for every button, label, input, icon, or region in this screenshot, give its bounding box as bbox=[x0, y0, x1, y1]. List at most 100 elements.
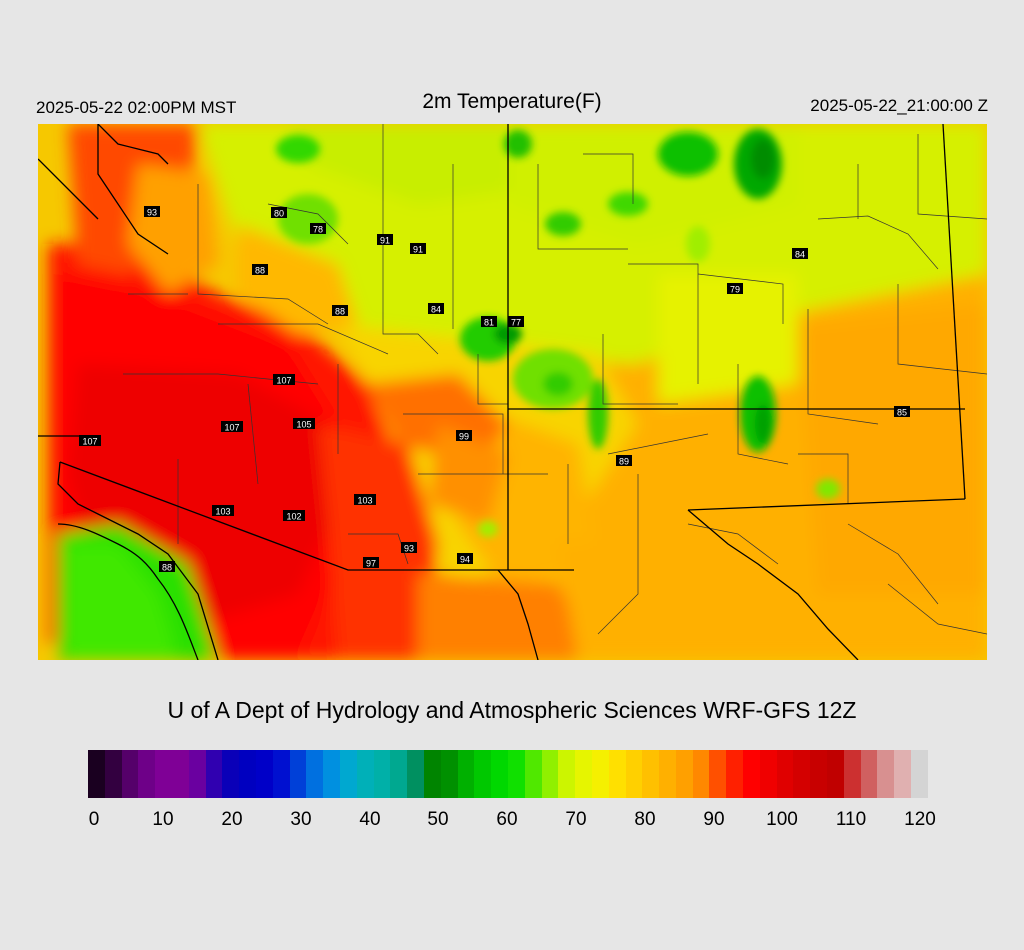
colorbar-segment bbox=[776, 750, 794, 798]
station-value-box bbox=[457, 553, 473, 564]
station-value-box bbox=[727, 283, 743, 294]
station-value: 84 bbox=[428, 303, 444, 315]
colorbar-segment bbox=[457, 750, 475, 798]
station-value-label: 93 bbox=[404, 544, 414, 554]
colorbar-segment bbox=[205, 750, 223, 798]
station-value-box bbox=[456, 430, 472, 441]
colorbar-segment bbox=[272, 750, 290, 798]
station-value: 88 bbox=[159, 561, 175, 573]
station-value-box bbox=[252, 264, 268, 275]
station-value-box bbox=[377, 234, 393, 245]
colorbar-segment bbox=[440, 750, 458, 798]
station-value-box bbox=[481, 316, 497, 327]
station-value-label: 103 bbox=[215, 507, 230, 517]
colorbar-tick-label: 120 bbox=[904, 809, 936, 830]
station-value-label: 97 bbox=[366, 559, 376, 569]
colorbar-segment bbox=[759, 750, 777, 798]
colorbar-segment bbox=[675, 750, 693, 798]
colorbar-segment bbox=[188, 750, 206, 798]
station-value-box bbox=[410, 243, 426, 254]
colorbar-segment bbox=[155, 750, 172, 798]
station-value-box bbox=[508, 316, 524, 327]
station-value: 80 bbox=[271, 207, 287, 219]
station-value-box bbox=[212, 505, 234, 516]
station-value-label: 88 bbox=[335, 307, 345, 317]
station-value: 78 bbox=[310, 223, 326, 235]
colorbar-segment bbox=[339, 750, 357, 798]
station-value-label: 88 bbox=[162, 563, 172, 573]
station-value-box bbox=[144, 206, 160, 217]
colorbar-tick-label: 70 bbox=[565, 809, 587, 830]
station-value-label: 85 bbox=[897, 408, 907, 418]
colorbar-segment bbox=[138, 750, 156, 798]
colorbar-segment bbox=[894, 750, 912, 798]
colorbar-segment bbox=[810, 750, 828, 798]
station-value-box bbox=[79, 435, 101, 446]
station-value-label: 91 bbox=[380, 236, 390, 246]
colorbar-segment bbox=[793, 750, 811, 798]
valid-time-local: 2025-05-22 02:00PM MST bbox=[36, 98, 237, 117]
station-value-label: 107 bbox=[276, 376, 291, 386]
colorbar-segment bbox=[356, 750, 374, 798]
station-value-label: 80 bbox=[274, 209, 284, 219]
station-value-box bbox=[792, 248, 808, 259]
colorbar-segment bbox=[239, 750, 256, 798]
station-value-label: 107 bbox=[82, 437, 97, 447]
colorbar-tick-label: 110 bbox=[835, 809, 867, 830]
station-value: 107 bbox=[79, 435, 101, 447]
station-value-box bbox=[283, 510, 305, 521]
state-borders bbox=[38, 124, 966, 660]
valid-time-utc: 2025-05-22_21:00:00 Z bbox=[810, 96, 988, 115]
colorbar-tick-label: 50 bbox=[427, 809, 449, 830]
station-value-label: 78 bbox=[313, 225, 323, 235]
colorbar-segment bbox=[827, 750, 844, 798]
station-value-label: 102 bbox=[286, 512, 301, 522]
station-value-box bbox=[332, 305, 348, 316]
colorbar-segment bbox=[860, 750, 878, 798]
station-value: 93 bbox=[401, 542, 417, 554]
colorbar-tick-label: 40 bbox=[359, 809, 381, 830]
colorbar-segment bbox=[222, 750, 240, 798]
station-value: 102 bbox=[283, 510, 305, 522]
station-value-label: 77 bbox=[511, 318, 521, 328]
colorbar-segment bbox=[709, 750, 727, 798]
station-value-box bbox=[293, 418, 315, 429]
station-value-box bbox=[273, 374, 295, 385]
station-value: 103 bbox=[354, 494, 376, 506]
station-value: 107 bbox=[273, 374, 295, 386]
station-value-label: 88 bbox=[255, 266, 265, 276]
station-value: 88 bbox=[252, 264, 268, 276]
station-value: 107 bbox=[221, 421, 243, 433]
colorbar-tick-label: 100 bbox=[766, 809, 798, 830]
station-value: 93 bbox=[144, 206, 160, 218]
station-value: 99 bbox=[456, 430, 472, 442]
station-value-box bbox=[428, 303, 444, 314]
colorbar-tick-label: 60 bbox=[496, 809, 518, 830]
colorbar-segment bbox=[726, 750, 744, 798]
colorbar-segment bbox=[255, 750, 273, 798]
colorbar-segment bbox=[373, 750, 391, 798]
colorbar-segment bbox=[171, 750, 189, 798]
station-value: 103 bbox=[212, 505, 234, 517]
colorbar-segment bbox=[121, 750, 139, 798]
station-value-box bbox=[310, 223, 326, 234]
station-value-box bbox=[401, 542, 417, 553]
colorbar-tick-label: 0 bbox=[88, 809, 100, 830]
map-title: 2m Temperature(F) bbox=[422, 90, 602, 113]
colorbar-tick-label: 80 bbox=[634, 809, 656, 830]
colorbar-segment bbox=[524, 750, 542, 798]
station-value-box bbox=[894, 406, 910, 417]
colorbar-ticks: 0 10 20 30 40 50 60 70 80 90 100 110 120 bbox=[0, 809, 1024, 835]
colorbar-segment bbox=[911, 750, 928, 798]
colorbar-segment bbox=[659, 750, 676, 798]
colorbar-tick-label: 90 bbox=[703, 809, 725, 830]
station-value: 94 bbox=[457, 553, 473, 565]
station-value: 84 bbox=[792, 248, 808, 260]
colorbar-tick-label: 20 bbox=[221, 809, 243, 830]
station-value-label: 105 bbox=[296, 420, 311, 430]
colorbar-segment bbox=[608, 750, 626, 798]
station-value-box bbox=[271, 207, 287, 218]
colorbar-segment bbox=[743, 750, 760, 798]
colorbar-segment bbox=[289, 750, 307, 798]
colorbar-segment bbox=[591, 750, 609, 798]
